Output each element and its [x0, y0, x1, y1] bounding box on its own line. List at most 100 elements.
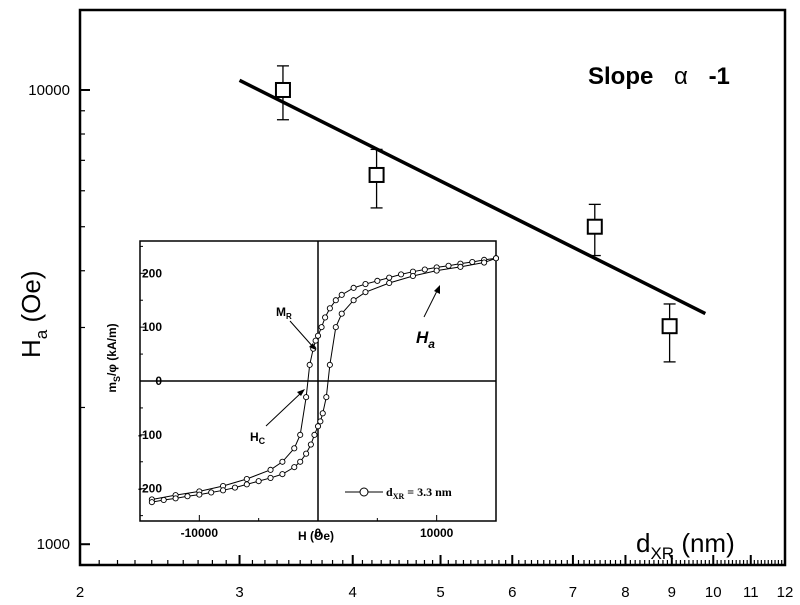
main-plot-area [238, 65, 707, 363]
inset-y-axis-label: mS/φ (kA/m) [105, 323, 122, 392]
hysteresis-point [279, 458, 286, 465]
mr-sub: R [286, 312, 292, 321]
hysteresis-point [319, 410, 326, 417]
hysteresis-point [160, 496, 167, 504]
hysteresis-point [291, 445, 298, 452]
x-tick-label: 8 [621, 584, 629, 601]
hysteresis-point [433, 267, 440, 274]
hc-main: H [250, 430, 259, 444]
ha-main: H [416, 328, 429, 347]
hysteresis-point [172, 495, 179, 502]
x-tick-label: 12 [777, 584, 794, 601]
inset-y-tick-label: -100 [138, 428, 162, 442]
data-point-square [368, 166, 385, 183]
hysteresis-point [481, 259, 488, 266]
hysteresis-point [338, 310, 345, 317]
hysteresis-point [303, 450, 310, 457]
hysteresis-point [338, 291, 345, 298]
slope-value: -1 [709, 63, 730, 90]
hysteresis-point [332, 324, 339, 331]
x-label-sub: XR [650, 544, 674, 563]
slope-annotation: Slope α -1 [588, 63, 730, 90]
hysteresis-point [297, 431, 304, 438]
legend-label-main: d [386, 485, 393, 499]
hysteresis-point [220, 487, 227, 494]
hysteresis-point [386, 274, 393, 281]
legend-label: dXR = 3.3 nm [386, 485, 452, 501]
inset-y-suffix: /φ (kA/m) [105, 323, 119, 376]
inset-x-tick-label: -10000 [181, 526, 219, 540]
y-label-unit: (Oe) [16, 271, 46, 330]
hysteresis-point [255, 478, 262, 485]
ha-sub: a [428, 337, 435, 351]
hc-annotation: HC [250, 430, 266, 446]
inset-y-prefix: m [105, 382, 119, 393]
hysteresis-point [306, 361, 313, 368]
x-label-unit: (nm) [674, 528, 735, 558]
x-tick-label: 5 [436, 584, 444, 601]
hysteresis-point [243, 481, 250, 488]
hysteresis-point [231, 484, 238, 491]
hysteresis-point [409, 272, 416, 280]
hysteresis-point [469, 258, 476, 266]
hysteresis-point [386, 279, 393, 287]
ha-annotation: Ha [416, 328, 435, 351]
mr-arrow-line [289, 320, 315, 349]
mr-arrowhead [309, 343, 316, 350]
hysteresis-point [332, 297, 339, 304]
hysteresis-point [297, 458, 304, 465]
hysteresis-point [398, 271, 405, 278]
x-tick-label: 4 [349, 584, 357, 601]
ha-arrowhead [434, 285, 440, 294]
hysteresis-point [196, 491, 203, 498]
hysteresis-point [243, 475, 250, 483]
x-tick-label: 11 [743, 584, 759, 601]
inset-x-axis-label: H (Oe) [298, 529, 334, 543]
hysteresis-point [148, 499, 155, 506]
x-tick-label: 6 [508, 584, 516, 601]
main-x-axis-label: dXR (nm) [636, 528, 735, 563]
y-tick-label: 10000 [28, 82, 70, 99]
inset-plot-area [148, 255, 500, 506]
ha-arrow-line [423, 288, 439, 318]
hysteresis-point [374, 277, 381, 284]
x-tick-label: 9 [668, 584, 676, 601]
hysteresis-point [322, 314, 329, 321]
hysteresis-point [312, 337, 319, 344]
y-tick-label: 1000 [37, 536, 70, 553]
hysteresis-point [317, 418, 324, 425]
hc-arrow-line [265, 391, 303, 427]
hysteresis-point [362, 289, 369, 296]
hysteresis-point [362, 281, 369, 288]
hysteresis-point [457, 263, 464, 270]
inset-y-tick-label: -200 [138, 482, 162, 496]
hysteresis-point [208, 489, 215, 496]
inset-y-tick-label: 0 [155, 374, 162, 388]
fit-line [238, 78, 707, 316]
slope-symbol: α [674, 63, 688, 90]
x-tick-label: 7 [569, 584, 577, 601]
hysteresis-point [350, 297, 357, 304]
legend-label-suffix: = 3.3 nm [404, 485, 452, 499]
hysteresis-point [318, 324, 325, 331]
hysteresis-point [445, 262, 452, 269]
data-point-square [661, 318, 678, 335]
data-point-square [274, 81, 291, 98]
mr-annotation: MR [276, 305, 292, 321]
hc-arrowhead [297, 389, 305, 396]
hysteresis-point [492, 255, 500, 262]
hysteresis-point [326, 305, 333, 312]
inset-x-tick-label: 0 [315, 526, 322, 540]
legend-label-sub: XR [393, 492, 405, 501]
hysteresis-point [307, 441, 314, 448]
x-tick-label: 3 [235, 584, 243, 601]
x-tick-label: 2 [76, 584, 84, 601]
hysteresis-point [311, 431, 318, 438]
inset-y-tick-label: 200 [142, 266, 162, 280]
hysteresis-point [421, 266, 428, 273]
hysteresis-point [314, 423, 322, 430]
slope-prefix: Slope [588, 63, 653, 90]
hysteresis-point [303, 394, 310, 401]
data-point-square [586, 218, 603, 235]
